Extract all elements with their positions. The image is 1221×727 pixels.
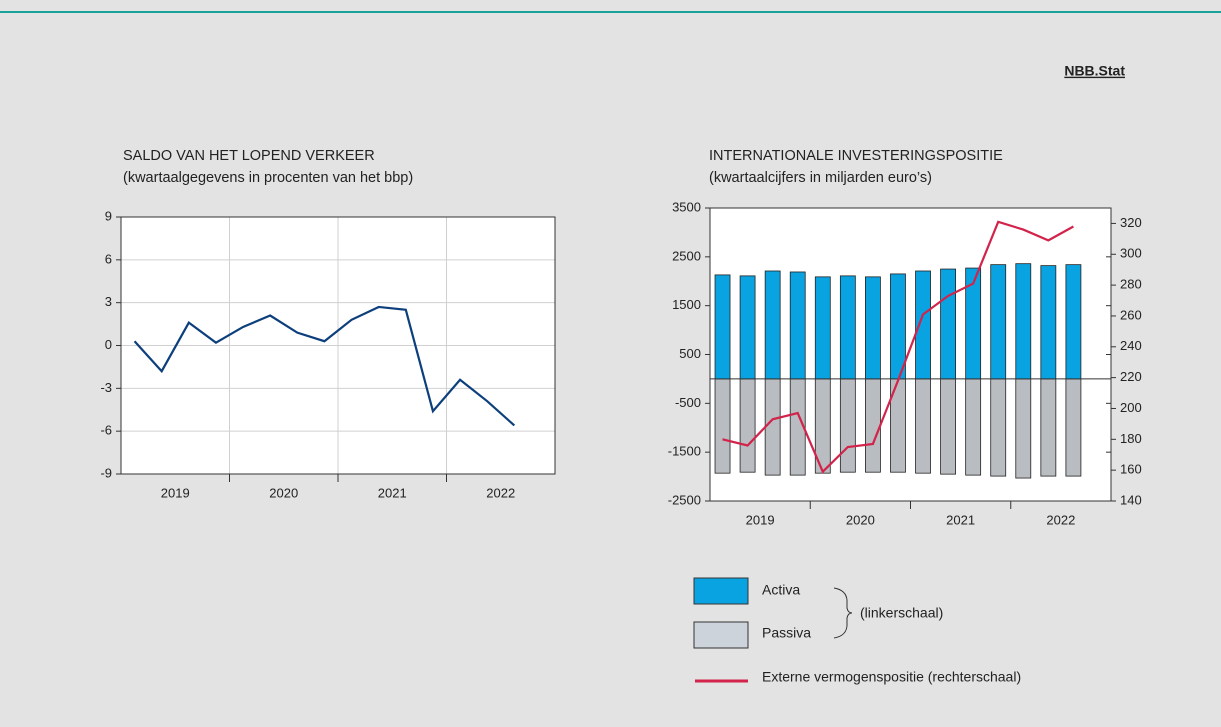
- chart-subtitle: (kwartaalcijfers in miljarden euro’s): [709, 170, 932, 186]
- y-tick-label: -6: [100, 423, 112, 438]
- y2-tick-label: 240: [1120, 338, 1142, 353]
- bar: [1040, 265, 1057, 380]
- bar: [1065, 378, 1082, 477]
- plot-frame: [709, 207, 1112, 502]
- y-tick-label: 1500: [672, 297, 701, 312]
- x-group-label: 2020: [269, 485, 298, 500]
- x-group-label: 2021: [946, 512, 975, 527]
- y-tick-label: 9: [105, 208, 112, 223]
- y-tick-label: -500: [675, 395, 701, 410]
- bar: [1015, 263, 1032, 380]
- y-tick-label: -9: [100, 465, 112, 480]
- y-tick-label: -3: [100, 380, 112, 395]
- bar: [1040, 378, 1057, 477]
- bar: [814, 276, 831, 380]
- y-tick-label: 3: [105, 294, 112, 309]
- chart-title: SALDO VAN HET LOPEND VERKEER: [123, 148, 375, 164]
- link-text[interactable]: NBB.Stat: [1064, 63, 1125, 79]
- bar: [839, 378, 856, 473]
- line: [133, 305, 516, 427]
- y2-tick-label: 280: [1120, 277, 1142, 292]
- y2-tick-label: 140: [1120, 492, 1142, 507]
- y-tick-label: 3500: [672, 199, 701, 214]
- x-group-label: 2019: [746, 512, 775, 527]
- nbb-stat-link[interactable]: NBB.Stat: [1064, 63, 1125, 79]
- x-group-label: 2021: [378, 485, 407, 500]
- bar: [940, 378, 956, 475]
- bar: [839, 275, 856, 380]
- y-tick-label: 6: [105, 251, 112, 266]
- y2-tick-label: 200: [1120, 400, 1142, 415]
- chart-title: INTERNATIONALE INVESTERINGSPOSITIE: [709, 148, 1003, 164]
- x-group-label: 2020: [846, 512, 875, 527]
- y2-tick-label: 260: [1120, 307, 1142, 322]
- bar: [739, 275, 756, 380]
- legend-label: Externe vermogenspositie (rechterschaal): [762, 669, 1021, 685]
- legend-label: Activa: [762, 582, 800, 598]
- bar: [764, 270, 781, 380]
- bar: [990, 264, 1007, 380]
- bar: [739, 378, 756, 473]
- x-group-label: 2019: [161, 485, 190, 500]
- legend-swatch: [693, 621, 749, 649]
- y2-tick-label: 180: [1120, 431, 1142, 446]
- bar: [714, 378, 731, 474]
- x-group-label: 2022: [486, 485, 515, 500]
- bar: [1065, 264, 1082, 380]
- legend-brace: [833, 587, 853, 639]
- plot-frame: [120, 216, 556, 475]
- y-tick-label: 500: [679, 346, 701, 361]
- line: [722, 220, 1074, 474]
- y2-tick-label: 220: [1120, 369, 1142, 384]
- bar: [865, 378, 881, 473]
- y2-tick-label: 160: [1120, 462, 1142, 477]
- legend-swatch: [693, 577, 749, 605]
- legend-label: Passiva: [762, 625, 811, 641]
- bar: [940, 268, 956, 380]
- chart-subtitle: (kwartaalgegevens in procenten van het b…: [123, 170, 413, 186]
- legend-note: (linkerschaal): [860, 605, 943, 621]
- bar: [714, 274, 731, 380]
- y-tick-label: 0: [105, 337, 112, 352]
- bar: [865, 276, 881, 380]
- y-tick-label: -1500: [668, 444, 701, 459]
- y-tick-label: 2500: [672, 248, 701, 263]
- bar: [965, 378, 982, 476]
- bar: [764, 378, 781, 476]
- bar: [1015, 378, 1032, 479]
- bar: [990, 378, 1007, 477]
- y2-tick-label: 300: [1120, 246, 1142, 261]
- bar: [915, 378, 931, 474]
- bar: [890, 273, 906, 380]
- y2-tick-label: 320: [1120, 215, 1142, 230]
- bar: [915, 270, 931, 380]
- bar: [789, 271, 806, 380]
- y-tick-label: -2500: [668, 492, 701, 507]
- x-group-label: 2022: [1046, 512, 1075, 527]
